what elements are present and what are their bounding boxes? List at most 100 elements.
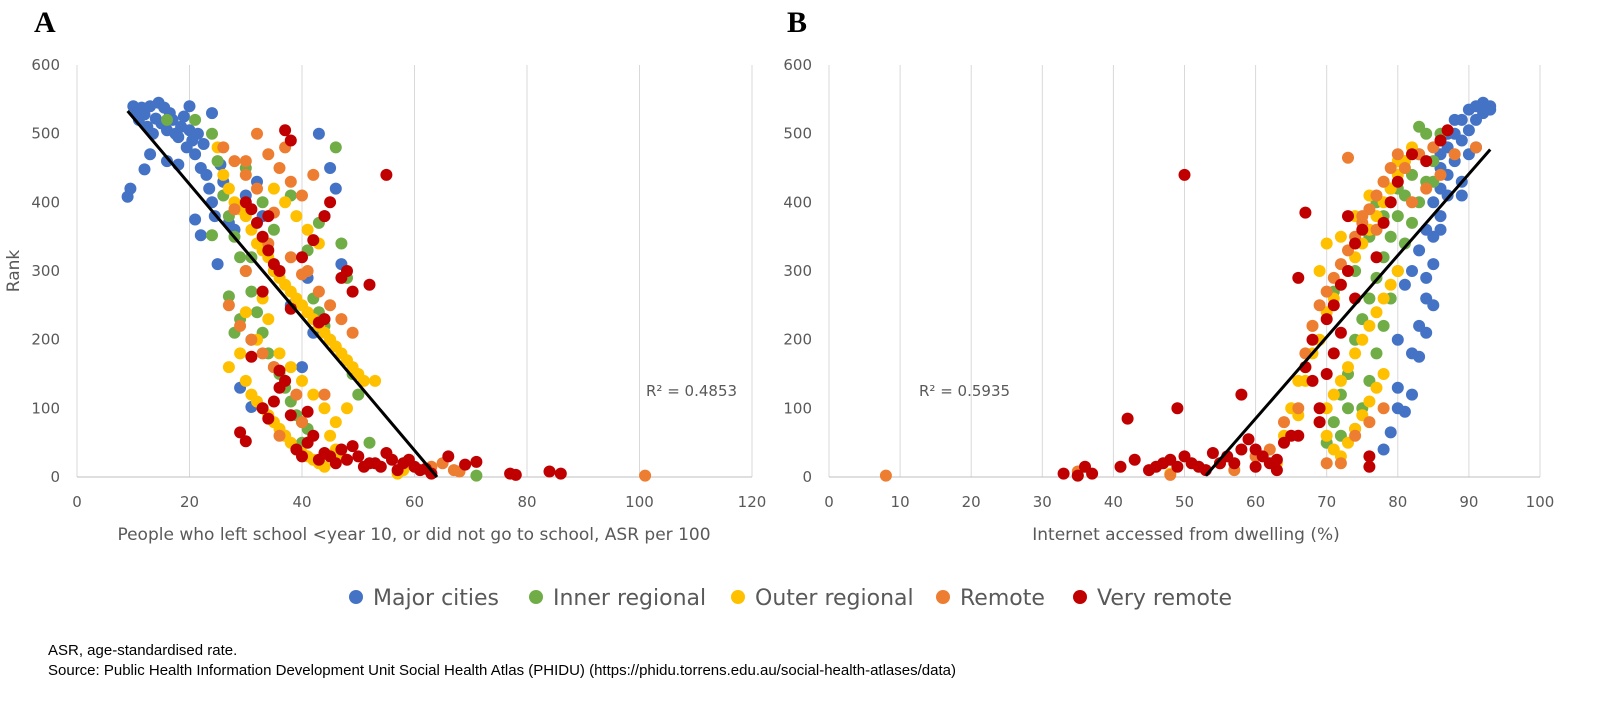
chart-a-point <box>324 196 337 209</box>
chart-a-x-tick-label: 20 <box>180 493 199 511</box>
chart-a-point <box>200 168 213 181</box>
chart-a-point <box>284 361 297 374</box>
chart-a-point <box>228 203 241 216</box>
chart-a-point <box>222 361 235 374</box>
chart-b-point <box>1406 216 1418 229</box>
chart-a-point <box>267 395 280 408</box>
chart-a-y-tick-label: 500 <box>31 125 60 143</box>
chart-b-point <box>1327 299 1340 312</box>
chart-a-point <box>312 127 325 140</box>
chart-a-point <box>279 196 292 209</box>
chart-a-point <box>256 196 269 209</box>
chart-b-point <box>1349 347 1362 360</box>
chart-b-point <box>1384 278 1397 291</box>
chart-b-point <box>1292 429 1305 442</box>
chart-b-point <box>1057 467 1070 480</box>
chart-b-point <box>1363 460 1376 473</box>
chart-b-point <box>1342 402 1354 415</box>
chart-a-point <box>144 148 157 161</box>
chart-b-point <box>1462 124 1475 137</box>
chart-b-point <box>1377 368 1390 380</box>
chart-b-point <box>1306 374 1319 387</box>
chart-a-point <box>284 175 297 188</box>
chart-a-xlabel: People who left school <year 10, or did … <box>117 525 710 545</box>
chart-panel-b: 0 10 20 30 40 50 60 70 80 90 100 0 100 200 300 400 500 60… <box>783 56 1554 511</box>
chart-b-point <box>1356 210 1369 223</box>
chart-b-point <box>1306 319 1319 332</box>
chart-a-y-tick-label: 600 <box>31 56 60 74</box>
chart-b-y-tick-label: 500 <box>783 125 812 143</box>
chart-a-point <box>228 155 241 168</box>
chart-b-point <box>1320 313 1333 326</box>
chart-b-trendline <box>1204 148 1492 477</box>
chart-a-point <box>307 429 320 442</box>
chart-b-point <box>1384 162 1397 174</box>
chart-b-point <box>1391 333 1404 346</box>
chart-b-y-tick-label: 200 <box>783 331 812 349</box>
chart-a-point <box>262 313 275 326</box>
chart-a-point <box>296 361 308 374</box>
legend-marker <box>731 590 745 604</box>
chart-b-point <box>1278 416 1290 429</box>
chart-b-point <box>1406 148 1418 161</box>
chart-a-trendline <box>126 110 439 478</box>
chart-b-point <box>1398 237 1411 250</box>
chart-a-point <box>138 163 151 176</box>
chart-b-point <box>1363 450 1376 463</box>
chart-a-point <box>284 251 297 264</box>
chart-b-point <box>1235 443 1248 456</box>
chart-a-point <box>296 251 308 264</box>
chart-a-point <box>335 443 348 456</box>
chart-b-point <box>1363 395 1376 408</box>
chart-b-point <box>1370 189 1383 202</box>
chart-b-x-tick-label: 20 <box>962 493 981 511</box>
chart-a-point <box>183 100 196 113</box>
chart-b-point <box>1398 405 1411 418</box>
chart-a-point <box>284 409 297 422</box>
chart-a-point <box>211 258 224 271</box>
chart-a-point <box>256 230 269 243</box>
chart-a-point <box>172 131 185 144</box>
chart-a-point <box>386 453 398 466</box>
chart-a-point <box>273 429 286 442</box>
chart-b-x-tick-label: 0 <box>824 493 834 511</box>
legend-label: Major cities <box>373 586 499 611</box>
legend-marker <box>349 590 363 604</box>
chart-a-ylabel: Rank <box>4 250 24 293</box>
chart-a-point <box>341 265 353 277</box>
chart-a-point <box>329 416 342 429</box>
legend: Major cities Inner regional Outer regional… <box>349 586 1232 611</box>
chart-b-y-tick-label: 0 <box>802 468 812 486</box>
chart-b-y-tick-label: 100 <box>783 399 812 417</box>
chart-a-point <box>239 435 252 448</box>
chart-a-point <box>203 182 216 195</box>
chart-a-point <box>284 134 297 147</box>
chart-b-point <box>1377 319 1390 332</box>
chart-a-point <box>239 168 252 181</box>
chart-a-point <box>256 402 269 415</box>
chart-a-point <box>442 450 455 463</box>
chart-a-point <box>639 469 652 482</box>
chart-b-x-tick-label: 80 <box>1388 493 1407 511</box>
chart-a-point <box>206 107 218 120</box>
chart-b-x-tick-label: 100 <box>1526 493 1555 511</box>
chart-b-point <box>1086 467 1099 480</box>
chart-a-point <box>329 141 342 154</box>
chart-a-point <box>239 374 252 387</box>
chart-a-point <box>161 155 173 168</box>
chart-b-point <box>1391 210 1404 223</box>
chart-b-point <box>1306 333 1319 346</box>
chart-a-point <box>509 468 522 481</box>
chart-b-point <box>1377 292 1390 305</box>
chart-b-point <box>1370 306 1383 319</box>
chart-b-point <box>1114 460 1127 473</box>
chart-a-point <box>191 127 204 140</box>
chart-a-point <box>380 168 393 181</box>
chart-a-point <box>318 388 331 401</box>
chart-a-point <box>273 265 286 277</box>
chart-a-point <box>234 251 247 264</box>
chart-a-y-tick-label: 300 <box>31 262 60 280</box>
chart-b-point <box>1320 429 1333 442</box>
chart-a-point <box>245 203 258 216</box>
